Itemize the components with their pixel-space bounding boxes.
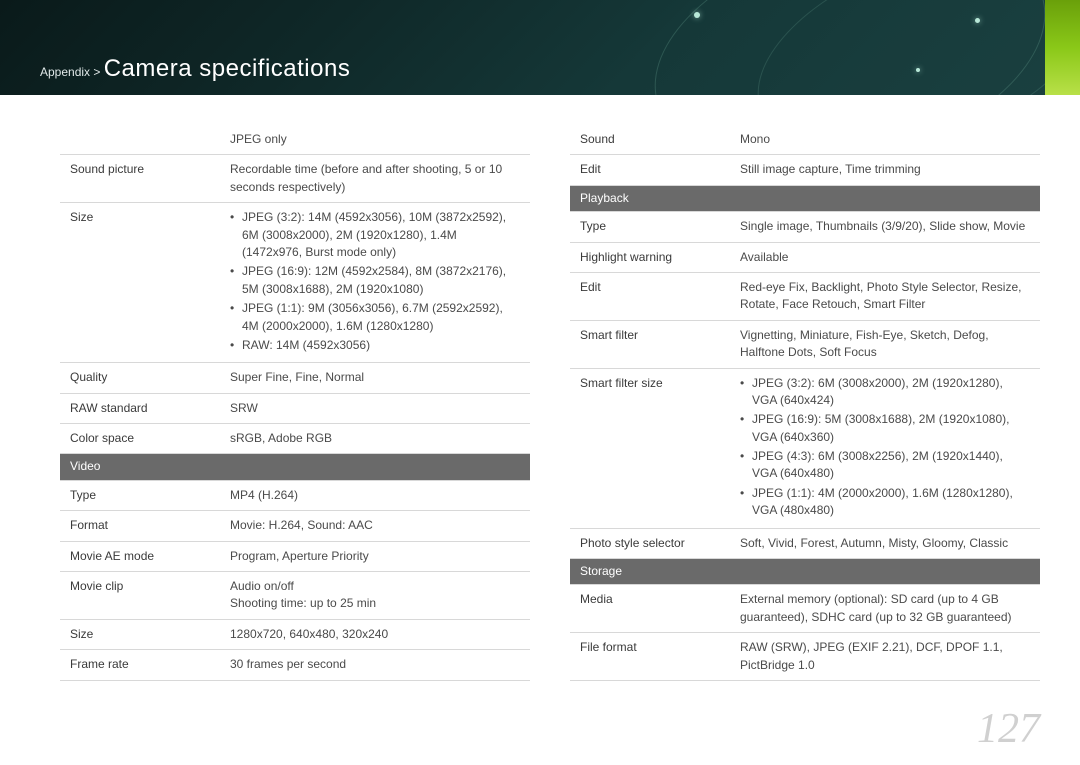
spec-label: Highlight warning	[570, 242, 730, 272]
table-row: File formatRAW (SRW), JPEG (EXIF 2.21), …	[570, 633, 1040, 681]
spec-label: Size	[60, 619, 220, 649]
spec-label: Type	[60, 480, 220, 510]
page-header: Appendix > Camera specifications	[0, 0, 1080, 95]
bullet-list: JPEG (3:2): 14M (4592x3056), 10M (3872x2…	[230, 209, 520, 354]
table-row: FormatMovie: H.264, Sound: AAC	[60, 511, 530, 541]
table-row: RAW standardSRW	[60, 393, 530, 423]
spec-value: Recordable time (before and after shooti…	[220, 155, 530, 203]
table-row: Size1280x720, 640x480, 320x240	[60, 619, 530, 649]
content-area: JPEG onlySound pictureRecordable time (b…	[0, 95, 1080, 691]
page-number: 127	[977, 705, 1040, 753]
spec-value: Audio on/offShooting time: up to 25 min	[220, 572, 530, 620]
list-item: JPEG (16:9): 5M (3008x1688), 2M (1920x10…	[740, 411, 1030, 446]
table-row: SizeJPEG (3:2): 14M (4592x3056), 10M (38…	[60, 203, 530, 363]
header-accent-bar	[1045, 0, 1080, 95]
spec-value: SRW	[220, 393, 530, 423]
spec-value: JPEG (3:2): 14M (4592x3056), 10M (3872x2…	[220, 203, 530, 363]
spec-value: Still image capture, Time trimming	[730, 155, 1040, 185]
spec-value: MP4 (H.264)	[220, 480, 530, 510]
decorative-dot	[975, 18, 980, 23]
spec-label: Color space	[60, 424, 220, 454]
spec-label: Frame rate	[60, 650, 220, 680]
list-item: JPEG (16:9): 12M (4592x2584), 8M (3872x2…	[230, 263, 520, 298]
spec-label: Smart filter	[570, 320, 730, 368]
table-row: JPEG only	[60, 125, 530, 155]
table-row: QualitySuper Fine, Fine, Normal	[60, 363, 530, 393]
table-row: EditRed-eye Fix, Backlight, Photo Style …	[570, 272, 1040, 320]
spec-label	[60, 125, 220, 155]
spec-label: Movie clip	[60, 572, 220, 620]
spec-label: Type	[570, 212, 730, 242]
left-column: JPEG onlySound pictureRecordable time (b…	[60, 125, 530, 681]
table-row: Frame rate30 frames per second	[60, 650, 530, 680]
table-row: Smart filter size JPEG (3:2): 6M (3008x20…	[570, 368, 1040, 528]
spec-table-right: SoundMonoEditStill image capture, Time t…	[570, 125, 1040, 681]
decorative-dot	[694, 12, 700, 18]
spec-value: JPEG (3:2): 6M (3008x2000), 2M (1920x128…	[730, 368, 1040, 528]
section-header-label: Playback	[570, 185, 1040, 211]
table-row: EditStill image capture, Time trimming	[570, 155, 1040, 185]
list-item: JPEG (1:1): 9M (3056x3056), 6.7M (2592x2…	[230, 300, 520, 335]
spec-label: Quality	[60, 363, 220, 393]
spec-value: Super Fine, Fine, Normal	[220, 363, 530, 393]
spec-label: Photo style selector	[570, 528, 730, 558]
spec-label: Movie AE mode	[60, 541, 220, 571]
spec-label: Format	[60, 511, 220, 541]
section-header-label: Storage	[570, 559, 1040, 585]
table-row: Movie clipAudio on/offShooting time: up …	[60, 572, 530, 620]
spec-value: JPEG only	[220, 125, 530, 155]
spec-value: Red-eye Fix, Backlight, Photo Style Sele…	[730, 272, 1040, 320]
table-row: Smart filterVignetting, Miniature, Fish-…	[570, 320, 1040, 368]
section-header-row: Playback	[570, 185, 1040, 211]
table-row: SoundMono	[570, 125, 1040, 155]
breadcrumb: Appendix > Camera specifications	[40, 55, 350, 83]
table-row: Movie AE modeProgram, Aperture Priority	[60, 541, 530, 571]
spec-label: RAW standard	[60, 393, 220, 423]
list-item: RAW: 14M (4592x3056)	[230, 337, 520, 354]
spec-value: Vignetting, Miniature, Fish-Eye, Sketch,…	[730, 320, 1040, 368]
spec-label: Edit	[570, 272, 730, 320]
spec-value: Mono	[730, 125, 1040, 155]
spec-label: Smart filter size	[570, 368, 730, 528]
spec-value: Single image, Thumbnails (3/9/20), Slide…	[730, 212, 1040, 242]
section-header-row: Video	[60, 454, 530, 480]
spec-label: Media	[570, 585, 730, 633]
list-item: JPEG (3:2): 6M (3008x2000), 2M (1920x128…	[740, 375, 1030, 410]
spec-label: File format	[570, 633, 730, 681]
table-row: TypeSingle image, Thumbnails (3/9/20), S…	[570, 212, 1040, 242]
spec-value: Movie: H.264, Sound: AAC	[220, 511, 530, 541]
section-header-row: Storage	[570, 559, 1040, 585]
spec-label: Sound	[570, 125, 730, 155]
spec-value: Available	[730, 242, 1040, 272]
table-row: Highlight warningAvailable	[570, 242, 1040, 272]
spec-value: External memory (optional): SD card (up …	[730, 585, 1040, 633]
spec-value: 30 frames per second	[220, 650, 530, 680]
table-row: Color spacesRGB, Adobe RGB	[60, 424, 530, 454]
list-item: JPEG (1:1): 4M (2000x2000), 1.6M (1280x1…	[740, 485, 1030, 520]
spec-value: 1280x720, 640x480, 320x240	[220, 619, 530, 649]
spec-value: RAW (SRW), JPEG (EXIF 2.21), DCF, DPOF 1…	[730, 633, 1040, 681]
spec-value: sRGB, Adobe RGB	[220, 424, 530, 454]
table-row: Photo style selectorSoft, Vivid, Forest,…	[570, 528, 1040, 558]
table-row: MediaExternal memory (optional): SD card…	[570, 585, 1040, 633]
spec-label: Size	[60, 203, 220, 363]
list-item: JPEG (3:2): 14M (4592x3056), 10M (3872x2…	[230, 209, 520, 261]
breadcrumb-prefix: Appendix >	[40, 65, 104, 79]
decorative-dot	[916, 68, 920, 72]
spec-label: Edit	[570, 155, 730, 185]
spec-value: Soft, Vivid, Forest, Autumn, Misty, Gloo…	[730, 528, 1040, 558]
table-row: TypeMP4 (H.264)	[60, 480, 530, 510]
spec-label: Sound picture	[60, 155, 220, 203]
bullet-list: JPEG (3:2): 6M (3008x2000), 2M (1920x128…	[740, 375, 1030, 520]
section-header-label: Video	[60, 454, 530, 480]
spec-value: Program, Aperture Priority	[220, 541, 530, 571]
right-column: SoundMonoEditStill image capture, Time t…	[570, 125, 1040, 681]
list-item: JPEG (4:3): 6M (3008x2256), 2M (1920x144…	[740, 448, 1030, 483]
table-row: Sound pictureRecordable time (before and…	[60, 155, 530, 203]
spec-table-left: JPEG onlySound pictureRecordable time (b…	[60, 125, 530, 681]
page-title: Camera specifications	[104, 55, 351, 82]
